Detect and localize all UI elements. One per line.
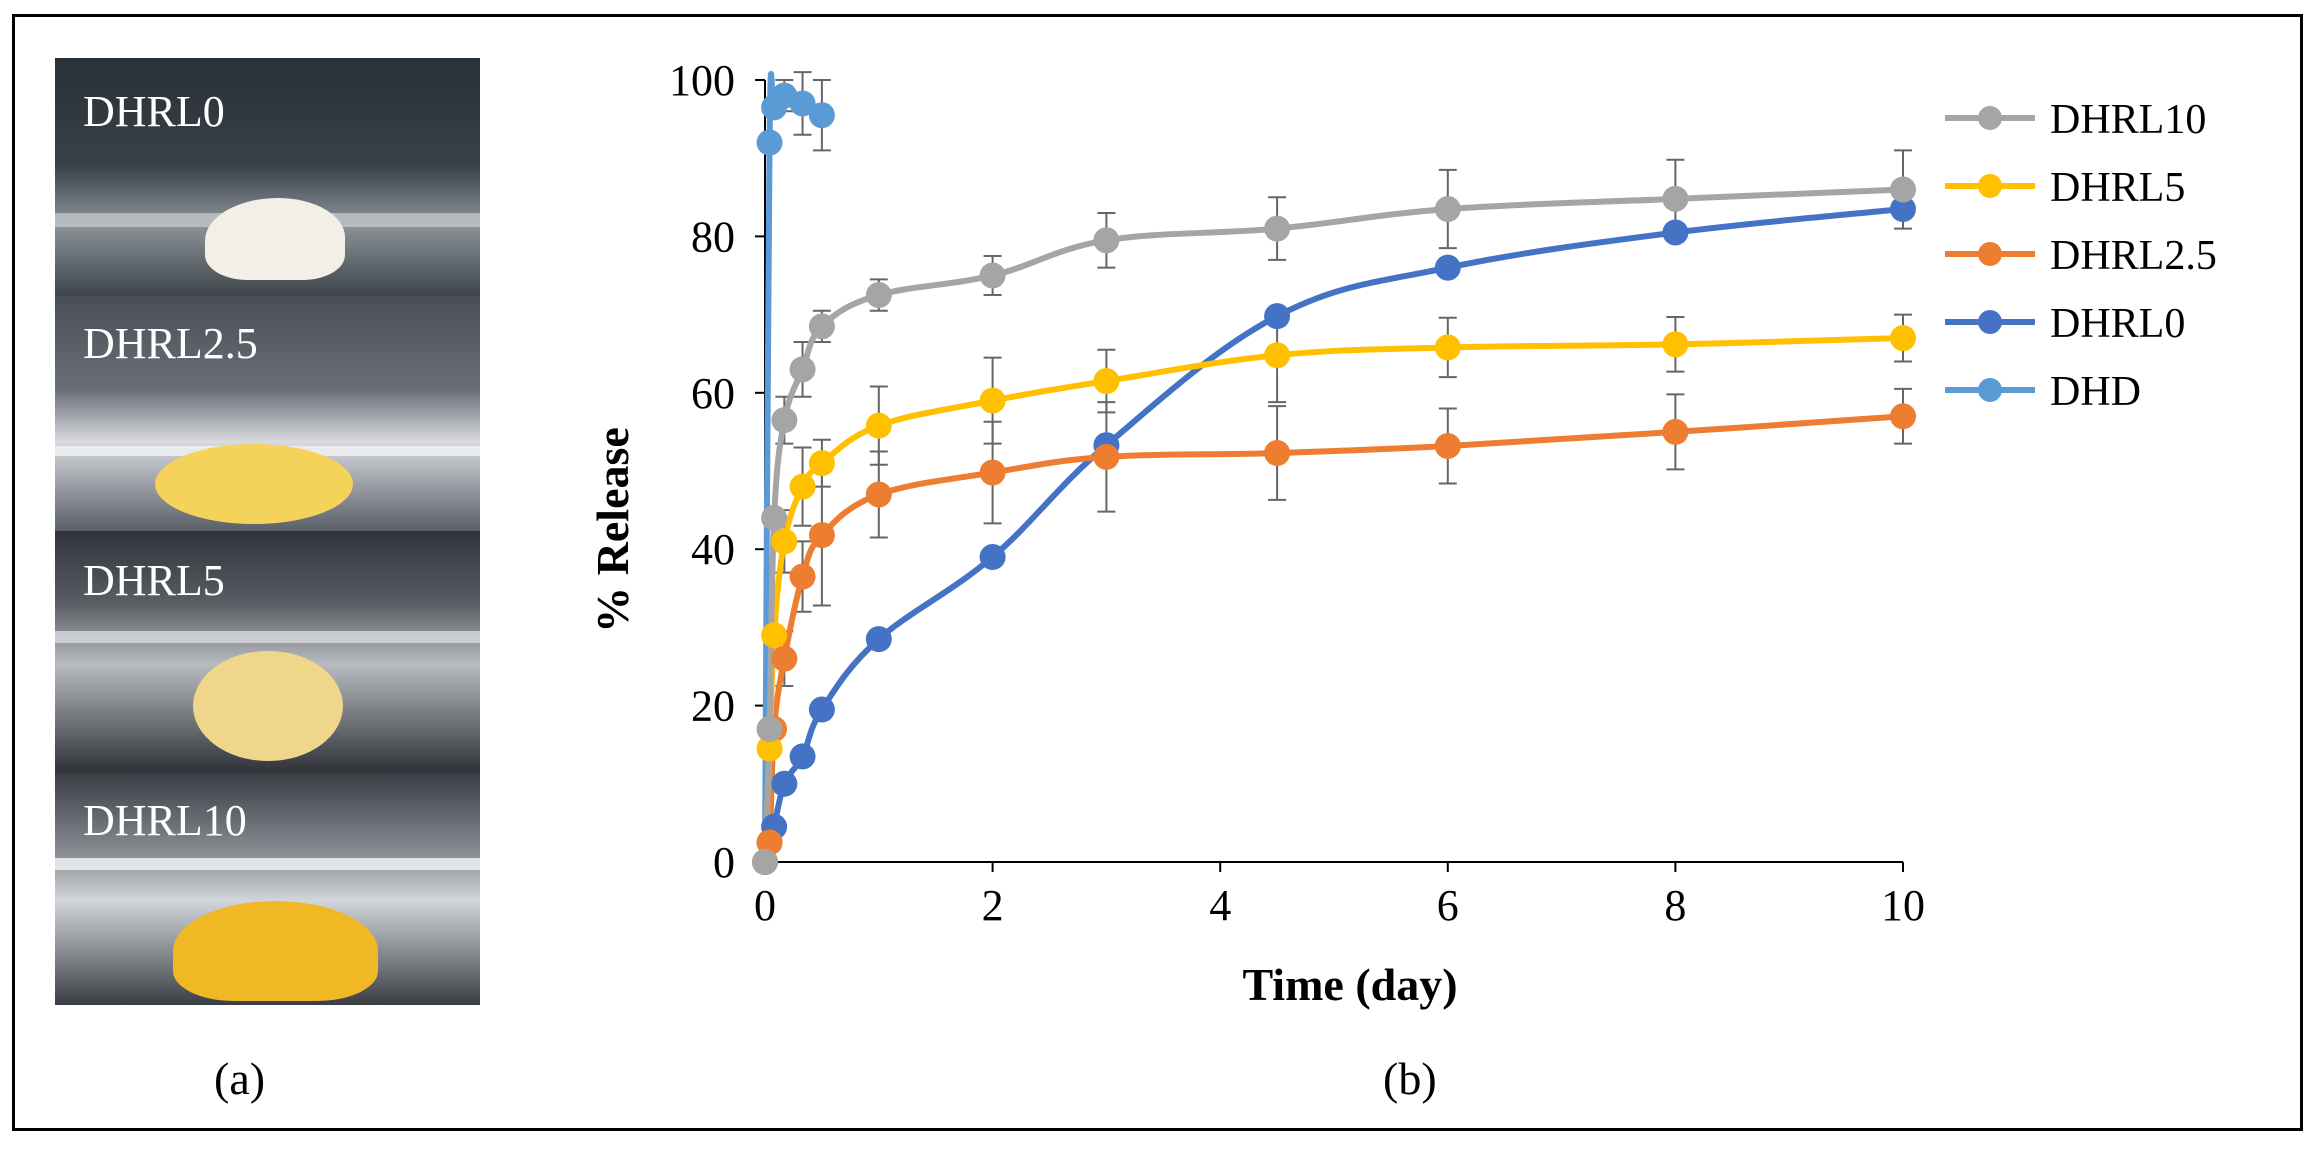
data-point xyxy=(1264,440,1291,467)
series-points xyxy=(752,82,1916,875)
data-point xyxy=(789,473,816,500)
legend-swatch-marker xyxy=(1978,310,2002,334)
x-tick-label: 6 xyxy=(1437,881,1459,930)
glass-reflection xyxy=(55,858,480,870)
data-point xyxy=(756,829,783,856)
data-point xyxy=(771,645,798,672)
glass-reflection xyxy=(55,631,480,643)
data-point xyxy=(865,282,892,309)
data-point xyxy=(756,716,783,743)
x-tick-label: 0 xyxy=(754,881,776,930)
photo-label: DHRL5 xyxy=(83,556,225,605)
data-point xyxy=(1890,403,1916,430)
legend-swatch-marker xyxy=(1978,174,2002,198)
y-tick-label: 80 xyxy=(691,212,735,261)
y-tick-label: 100 xyxy=(669,56,735,105)
x-tick-label: 8 xyxy=(1664,881,1686,930)
data-point xyxy=(1434,254,1461,281)
data-point xyxy=(979,262,1006,289)
data-point xyxy=(789,743,816,770)
legend-label: DHD xyxy=(2050,369,2141,415)
photo-dhrl2-5: DHRL2.5 xyxy=(55,296,480,531)
data-point xyxy=(1890,196,1916,223)
data-point xyxy=(1264,342,1291,369)
photo-dhrl0: DHRL0 xyxy=(55,58,480,296)
series-line xyxy=(762,206,1904,863)
data-point xyxy=(865,412,892,439)
data-point xyxy=(979,387,1006,414)
data-point xyxy=(756,735,783,762)
sample-drop xyxy=(173,901,378,1001)
data-point xyxy=(1264,215,1291,242)
data-point xyxy=(979,544,1006,571)
sample-drop xyxy=(205,198,345,280)
data-point xyxy=(789,356,816,383)
data-point xyxy=(1890,176,1916,203)
data-point xyxy=(761,504,788,531)
data-point xyxy=(752,849,778,875)
legend-swatch-marker xyxy=(1978,106,2002,130)
y-tick-label: 40 xyxy=(691,525,735,574)
data-point xyxy=(1093,227,1120,254)
photo-strip: DHRL0 DHRL2.5 DHRL5 DHRL10 xyxy=(55,58,480,1005)
data-point xyxy=(756,129,783,156)
x-tick-label: 10 xyxy=(1881,881,1925,930)
legend-label: DHRL5 xyxy=(2050,165,2185,211)
legend: DHRL10 DHRL5 DHRL2.5 DHRL0 DHD xyxy=(1945,97,2217,415)
legend-label: DHRL0 xyxy=(2050,301,2185,347)
data-point xyxy=(771,528,798,555)
data-point xyxy=(1434,432,1461,459)
data-point xyxy=(1890,325,1916,352)
data-point xyxy=(979,459,1006,486)
data-point xyxy=(1434,196,1461,223)
data-point xyxy=(808,313,835,340)
data-point xyxy=(789,90,816,117)
data-point xyxy=(1093,368,1120,395)
sample-drop xyxy=(155,444,353,524)
legend-swatch-marker xyxy=(1978,242,2002,266)
y-tick-label: 20 xyxy=(691,682,735,731)
data-point xyxy=(808,522,835,549)
x-tick-label: 4 xyxy=(1209,881,1231,930)
data-point xyxy=(1662,219,1689,246)
sample-drop xyxy=(193,651,343,761)
figure-frame xyxy=(12,14,2303,1131)
photo-label: DHRL0 xyxy=(83,87,225,136)
data-point xyxy=(761,622,788,649)
photo-label: DHRL2.5 xyxy=(83,319,258,368)
legend-swatch-marker xyxy=(1978,378,2002,402)
x-axis-label: Time (day) xyxy=(1242,959,1457,1010)
y-tick-label: 0 xyxy=(713,838,735,887)
legend-label: DHRL10 xyxy=(2050,97,2206,143)
photo-label: DHRL10 xyxy=(83,796,247,845)
data-point xyxy=(1264,303,1291,330)
data-point xyxy=(808,696,835,723)
x-tick-label: 2 xyxy=(982,881,1004,930)
data-point xyxy=(1662,185,1689,212)
panel-label-b: (b) xyxy=(1383,1053,1437,1104)
data-point xyxy=(1093,443,1120,470)
data-point xyxy=(789,563,816,590)
data-point xyxy=(1434,334,1461,361)
data-point xyxy=(1662,418,1689,445)
data-point xyxy=(1662,331,1689,358)
photo-dhrl5: DHRL5 xyxy=(55,531,480,773)
data-point xyxy=(771,407,798,434)
photo-dhrl10: DHRL10 xyxy=(55,773,480,1005)
series-lines xyxy=(762,70,1904,864)
data-point xyxy=(808,102,835,129)
y-axis-label: % Release xyxy=(587,427,638,633)
series-line xyxy=(762,413,1904,864)
y-tick-label: 60 xyxy=(691,369,735,418)
data-point xyxy=(865,481,892,508)
panel-label-a: (a) xyxy=(214,1053,266,1104)
data-point xyxy=(771,770,798,797)
data-point xyxy=(865,626,892,653)
data-point xyxy=(808,450,835,477)
legend-label: DHRL2.5 xyxy=(2050,233,2217,279)
